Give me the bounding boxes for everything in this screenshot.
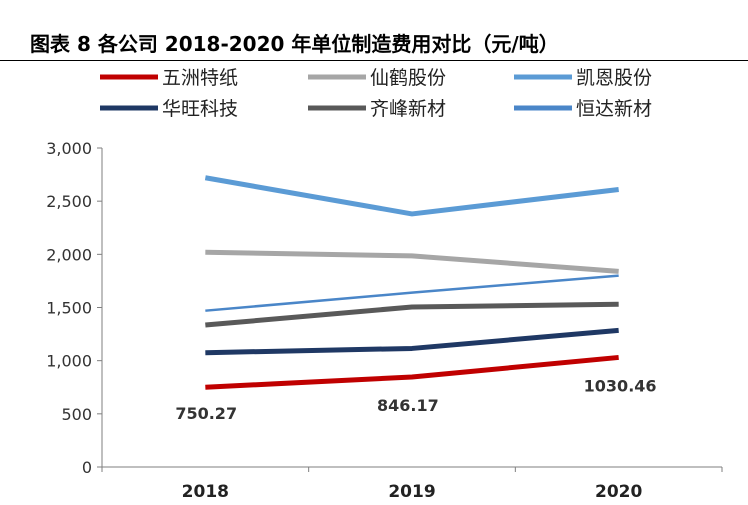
x-tick-label: 2020	[595, 482, 642, 502]
y-tick-label: 2,500	[46, 192, 92, 211]
title-divider	[0, 60, 748, 61]
data-labels: 750.27 846.17 1030.46	[175, 376, 656, 423]
data-label: 846.17	[377, 396, 439, 415]
y-tick-label: 2,000	[46, 245, 92, 264]
series-line-3	[205, 327, 619, 356]
y-tick-label: 1,500	[46, 299, 92, 318]
series-line-2	[204, 175, 619, 217]
legend-label: 齐峰新材	[370, 98, 446, 120]
series-lines	[204, 175, 619, 390]
y-tick-label: 1,000	[46, 352, 92, 371]
legend-label: 五洲特纸	[162, 67, 238, 89]
series-line-4	[205, 301, 619, 328]
y-tick-label: 0	[82, 458, 92, 477]
y-tick-label: 3,000	[46, 139, 92, 158]
axes: 0 500 1,000 1,500 2,000 2,500 3,000 2018 2019 202…	[46, 139, 723, 502]
y-tick-label: 500	[61, 405, 92, 424]
data-label: 750.27	[175, 404, 237, 423]
series-line-5	[205, 274, 619, 312]
x-tick-label: 2019	[388, 482, 435, 502]
data-label: 1030.46	[584, 376, 657, 395]
series-line-1	[205, 249, 619, 274]
legend-label: 仙鹤股份	[370, 67, 446, 89]
legend-label: 凯恩股份	[576, 67, 652, 89]
legend-label: 恒达新材	[576, 98, 652, 120]
legend-label: 华旺科技	[162, 98, 238, 120]
x-tick-label: 2018	[182, 482, 229, 502]
series-line-0	[205, 354, 619, 390]
chart-title: 图表 8 各公司 2018-2020 年单位制造费用对比（元/吨）	[30, 32, 559, 56]
